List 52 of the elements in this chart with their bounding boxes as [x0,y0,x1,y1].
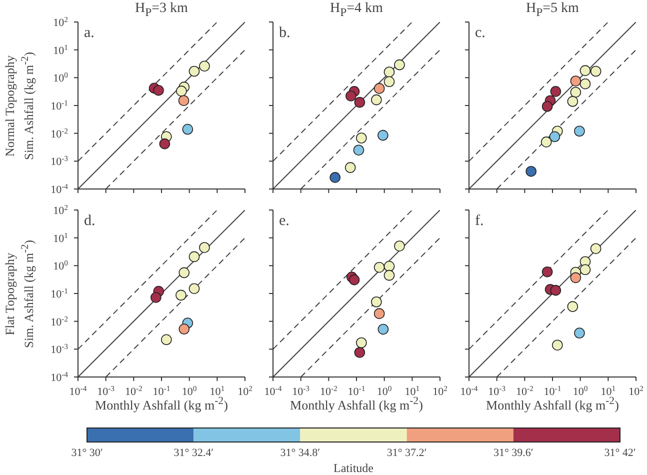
x-tick-label: 10$^{1}$ [600,384,616,398]
x-tick-label: 10$^{1}$ [210,384,225,398]
chart-title: H$_{P}$=5 km [525,1,580,19]
x-tick-label: 10$^{-2}$ [320,384,338,398]
x-tick-label: 10$^{-4}$ [69,384,87,398]
y-tick-label: 10$^{-1}$ [50,286,68,300]
x-tick-label: 10$^{-3}$ [488,384,506,398]
y-tick-label: 10$^{-3}$ [50,342,68,356]
y-tick-label: 10$^{-1}$ [50,98,68,112]
y-tick-label: 10$^{-4}$ [50,182,68,196]
x-tick-label: 10$^{0}$ [572,384,588,398]
x-tick-label: 10$^{2}$ [238,384,253,398]
x-axis-title: Monthly Ashfall (kg m$^{-2}$) [486,395,619,412]
x-tick-label: 10$^{-1}$ [152,384,170,398]
x-tick-label: 10$^{-3}$ [97,384,115,398]
x-tick-label: 10$^{-4}$ [264,384,282,398]
annotation: e. [279,213,290,230]
y-tick-label: 10$^{-3}$ [50,154,68,168]
y-tick-label: 10$^{-4}$ [50,370,68,384]
annotation: f. [475,213,484,230]
y-tick-label: 10$^{1}$ [53,42,68,57]
annotation: a. [84,25,94,42]
y-tick-label: 10$^{0}$ [53,258,68,273]
x-tick-label: 10$^{0}$ [182,384,197,398]
color-bar-title: Latitude [334,461,374,475]
annotation: c. [475,25,486,42]
color-bar-label: 31° 39.6′ [493,447,534,459]
y-tick-label: 10$^{-2}$ [50,126,68,140]
chart-title: H$_{P}$=4 km [329,1,384,19]
x-tick-label: 10$^{-2}$ [516,384,534,398]
y-tick-label: 10$^{1}$ [53,230,68,245]
annotation: b. [279,25,290,42]
x-tick-label: 10$^{2}$ [432,384,448,398]
annotation: d. [84,213,96,230]
chart-title: H$_{P}$=3 km [134,1,189,19]
x-tick-label: 10$^{1}$ [404,384,420,398]
x-tick-label: 10$^{-2}$ [124,384,143,398]
x-tick-label: 10$^{0}$ [376,384,392,398]
x-tick-label: 10$^{-1}$ [544,384,562,398]
color-bar-label: 31° 42′ [604,447,636,459]
color-bar-label: 31° 30′ [71,447,103,459]
x-axis-title: Monthly Ashfall (kg m$^{-2}$) [95,395,228,412]
x-tick-label: 10$^{-1}$ [348,384,366,398]
x-axis-title: Monthly Ashfall (kg m$^{-2}$) [290,395,423,412]
y-tick-label: 10$^{-2}$ [50,314,68,328]
color-bar-label: 31° 32.4′ [174,447,214,459]
x-tick-label: 10$^{2}$ [628,384,644,398]
x-tick-label: 10$^{-4}$ [460,384,478,398]
color-bar-label: 31° 37.2′ [386,447,427,459]
x-tick-label: 10$^{-3}$ [292,384,310,398]
color-bar-label: 31° 34.8′ [280,447,320,459]
y-tick-label: 10$^{0}$ [53,70,68,85]
